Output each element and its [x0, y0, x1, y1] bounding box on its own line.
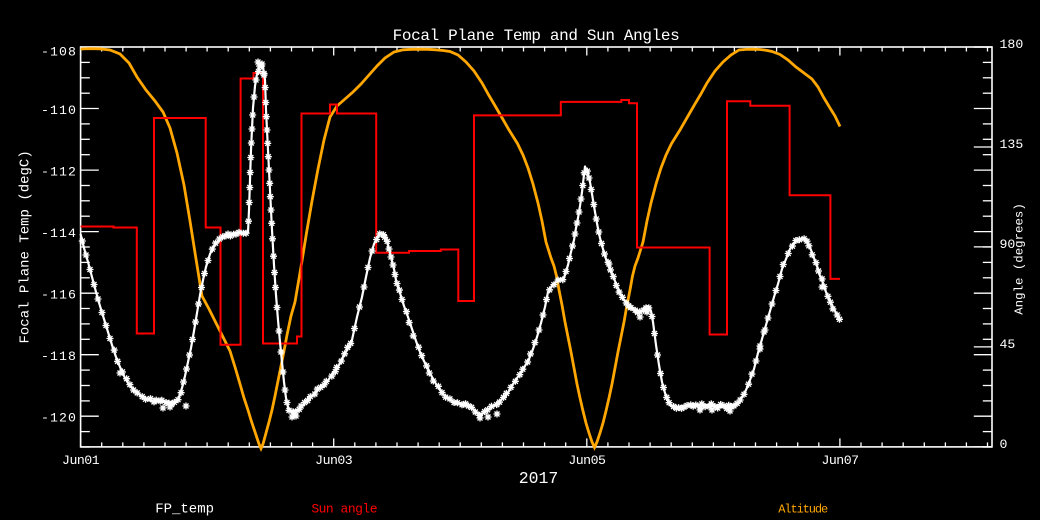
svg-text:Angle (degrees): Angle (degrees): [1013, 203, 1027, 315]
svg-text:Jun05: Jun05: [568, 453, 606, 468]
svg-text:-110: -110: [41, 103, 77, 118]
svg-text:90: 90: [1000, 237, 1016, 252]
svg-text:-108: -108: [41, 45, 77, 60]
svg-text:135: 135: [1000, 137, 1024, 152]
svg-text:-114: -114: [41, 226, 77, 241]
svg-text:-120: -120: [41, 411, 77, 426]
svg-text:Jun07: Jun07: [821, 453, 858, 468]
svg-text:Focal Plane Temp (degC): Focal Plane Temp (degC): [17, 150, 33, 343]
svg-text:0: 0: [1000, 437, 1008, 452]
svg-text:FP_temp: FP_temp: [155, 502, 214, 518]
svg-text:Altitude: Altitude: [778, 503, 828, 517]
svg-text:Focal Plane Temp and Sun Angle: Focal Plane Temp and Sun Angles: [393, 27, 680, 45]
svg-text:2017: 2017: [519, 469, 559, 488]
svg-text:-112: -112: [41, 165, 77, 180]
svg-text:Jun03: Jun03: [315, 453, 353, 468]
svg-text:180: 180: [1000, 37, 1024, 52]
svg-text:Sun angle: Sun angle: [311, 502, 377, 517]
svg-text:45: 45: [1000, 337, 1016, 352]
svg-text:Jun01: Jun01: [62, 453, 100, 468]
svg-text:-118: -118: [41, 349, 77, 364]
svg-text:-116: -116: [41, 288, 77, 303]
